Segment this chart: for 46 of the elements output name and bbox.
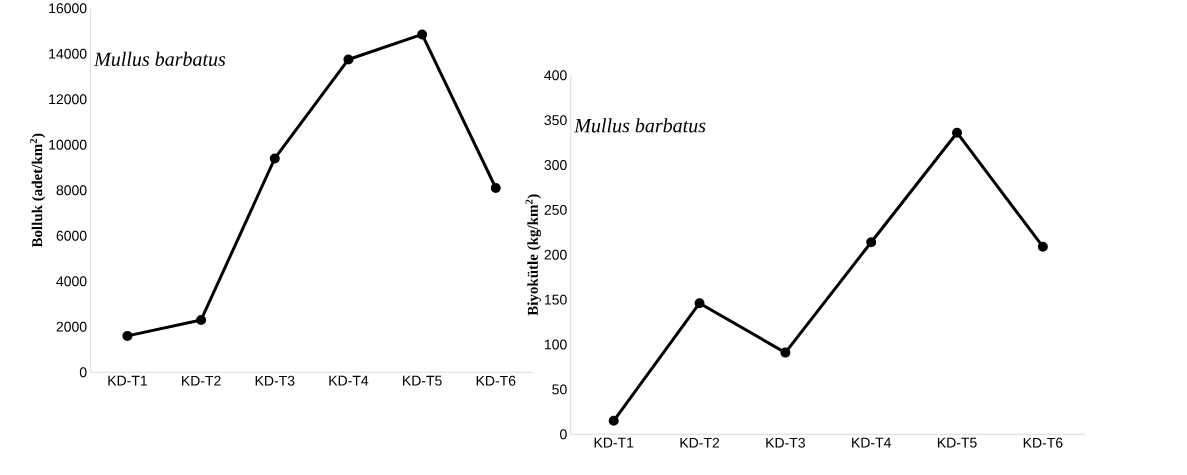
point [694,298,705,309]
x-tick-label: KD-T6 [476,375,516,386]
x-tick-label: KD-T5 [937,437,977,448]
y-tick-label: 4000 [56,276,87,287]
point [608,415,619,426]
y-tick-label: 8000 [56,185,87,196]
text: Biyokütle (kg/km$^{2}$) [525,194,542,316]
y-tick-label: 16000 [49,3,87,14]
y-tick-label: 10000 [49,139,87,150]
point [490,183,501,194]
y-tick-label: 0 [560,429,567,440]
point [269,153,280,164]
x-tick-label: KD-T1 [108,375,147,386]
point [1037,241,1048,252]
y-tick-label: 6000 [56,230,87,241]
y-tick-label: 250 [544,205,567,216]
x-tick-label: KD-T2 [182,375,221,386]
annotation: Mullus barbatus [574,118,706,133]
x-tick-label: KD-T3 [255,375,295,386]
x-tick-label: KD-T1 [594,437,634,448]
x-tick-label: KD-T2 [680,437,720,448]
point [417,29,428,40]
y-tick-label: 12000 [49,94,87,105]
y-tick-label: 14000 [49,48,87,59]
x-tick-label: KD-T6 [1023,437,1063,448]
x-tick-label: KD-T4 [329,375,369,386]
point [780,347,791,358]
point [343,54,354,65]
x-tick-label: KD-T4 [852,437,892,448]
point [122,331,133,342]
y-tick-label: 2000 [56,321,87,332]
y-tick-label: 150 [544,294,567,305]
y-tick-label: 200 [544,249,567,260]
text: Bolluk (adet/km$^{2}$) [29,133,46,248]
point [952,127,963,138]
y-tick-label: 400 [544,70,567,81]
y-tick-label: 300 [544,160,567,171]
y-tick-label: 0 [79,367,87,378]
x-tick-label: KD-T5 [403,375,442,386]
annotation: Mullus barbatus [93,52,226,67]
point [196,315,207,326]
y-tick-label: 100 [544,339,567,350]
y-tick-label: 50 [552,384,567,395]
point [866,237,877,248]
x-tick-label: KD-T3 [766,437,805,448]
y-tick-label: 350 [544,115,567,126]
